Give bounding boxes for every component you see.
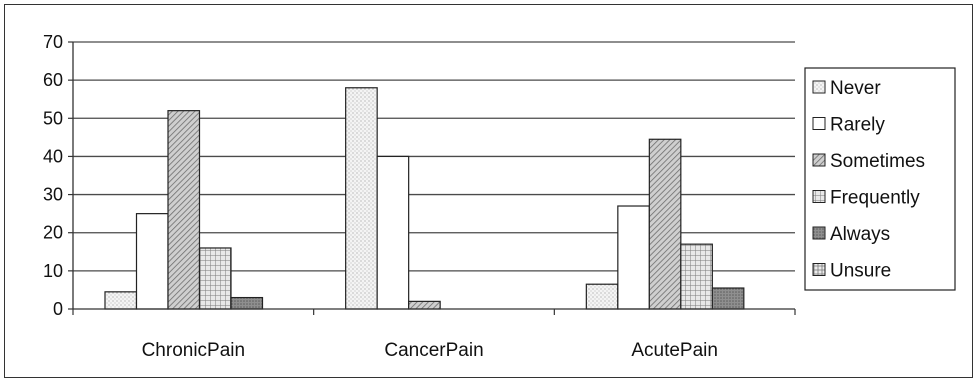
legend-swatch	[812, 226, 826, 240]
legend: Never Rarely Sometimes Frequently Always Unsu…	[804, 67, 956, 291]
legend-label: Sometimes	[830, 151, 925, 172]
y-tick-label: 60	[43, 70, 63, 90]
legend-label: Unsure	[830, 261, 891, 282]
y-tick-label: 0	[53, 299, 63, 319]
x-category-label: ChronicPain	[142, 340, 246, 361]
legend-label: Frequently	[830, 188, 920, 209]
bar-never-chronicpain	[104, 291, 138, 310]
bar-sometimes-acutepain	[648, 138, 682, 310]
legend-swatch	[812, 190, 826, 203]
y-tick-label: 30	[43, 185, 63, 205]
bar-frequently-acutepain	[680, 243, 713, 310]
legend-swatch	[812, 80, 826, 94]
axes: 0 10 20 30 40 50 60 70 ChronicPain CancerPain Acut…	[43, 32, 796, 361]
bars	[104, 87, 745, 310]
y-tick-label: 40	[43, 146, 63, 166]
bar-sometimes-chronicpain	[167, 110, 201, 310]
bar-frequently-chronicpain	[198, 247, 232, 310]
bar-never-cancerpain	[345, 87, 378, 310]
y-tick-label: 10	[43, 261, 63, 281]
bar-rarely-cancerpain	[376, 155, 410, 310]
bar-rarely-chronicpain	[135, 213, 169, 310]
legend-label: Rarely	[830, 115, 885, 136]
legend-box	[804, 67, 956, 291]
bar-rarely-acutepain	[617, 205, 650, 310]
legend-label: Always	[830, 224, 890, 245]
bar-never-acutepain	[585, 283, 619, 310]
y-tick-label: 20	[43, 223, 63, 243]
legend-swatch	[812, 153, 826, 167]
x-category-label: CancerPain	[384, 340, 483, 361]
y-tick-label: 70	[43, 32, 63, 52]
x-category-label: AcutePain	[631, 340, 718, 361]
legend-swatch	[812, 263, 826, 276]
bar-always-chronicpain	[230, 296, 264, 310]
legend-label: Never	[830, 78, 881, 99]
y-tick-label: 50	[43, 108, 63, 128]
legend-swatch	[812, 117, 826, 130]
bar-sometimes-cancerpain	[408, 300, 441, 310]
bar-always-acutepain	[711, 287, 745, 310]
